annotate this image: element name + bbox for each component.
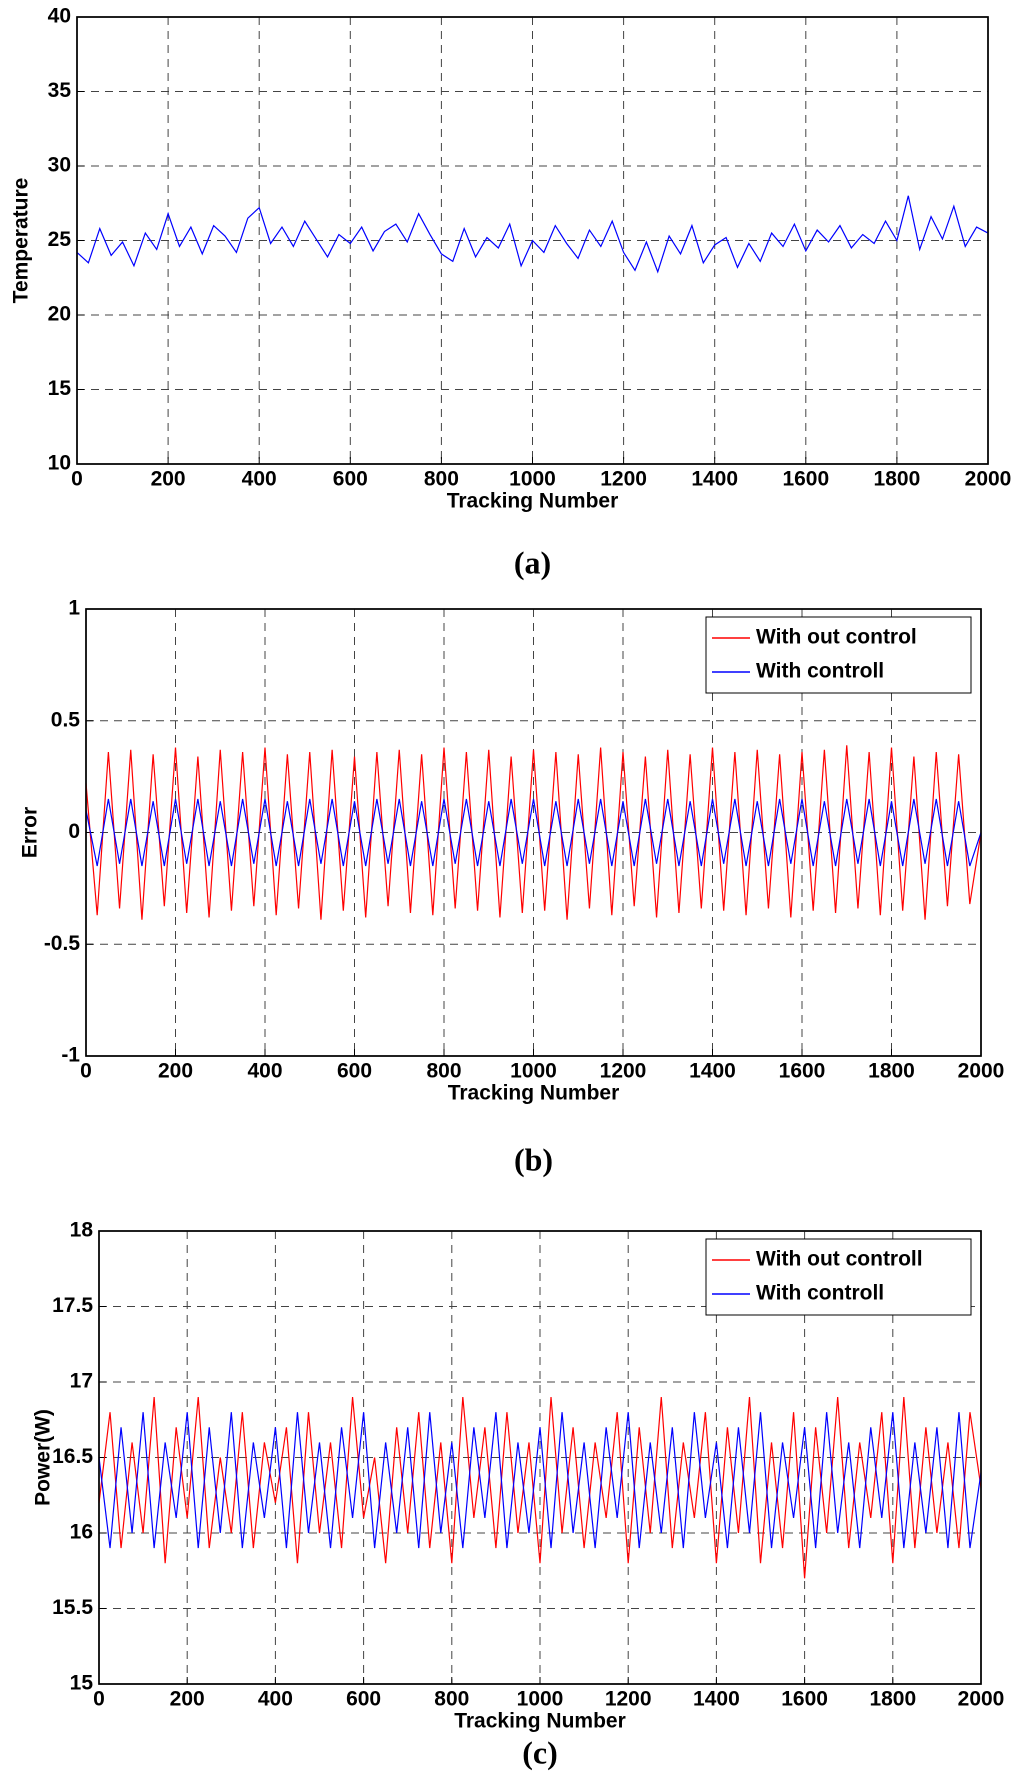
legend-label: With controll: [756, 1282, 884, 1305]
x-tick-label: 600: [346, 1688, 381, 1711]
y-tick-label: -0.5: [44, 932, 81, 955]
x-tick-label: 2000: [958, 1688, 1005, 1711]
y-tick-label: 15: [48, 377, 72, 400]
x-tick-label: 1400: [689, 1060, 736, 1083]
x-tick-label: 200: [158, 1060, 193, 1083]
y-tick-label: 0: [68, 820, 80, 843]
y-axis-label: Power(W): [32, 1409, 55, 1506]
y-tick-label: 16: [70, 1521, 93, 1544]
legend-label: With out control: [756, 626, 917, 649]
x-tick-label: 1600: [782, 468, 829, 491]
x-tick-label: 1000: [509, 468, 556, 491]
x-tick-label: 1800: [868, 1060, 915, 1083]
x-tick-label: 1400: [693, 1688, 740, 1711]
y-tick-label: 40: [48, 5, 71, 28]
y-tick-label: 1: [68, 597, 80, 620]
x-tick-label: 1000: [510, 1060, 557, 1083]
x-tick-label: 1800: [874, 468, 921, 491]
y-tick-label: 30: [48, 154, 71, 177]
x-tick-label: 1400: [691, 468, 738, 491]
x-tick-label: 0: [80, 1060, 92, 1083]
x-tick-label: 200: [170, 1688, 205, 1711]
x-tick-label: 400: [258, 1688, 293, 1711]
x-tick-label: 2000: [965, 468, 1012, 491]
plot-frame: [85, 608, 982, 1057]
x-tick-label: 1800: [869, 1688, 916, 1711]
y-tick-label: 17.5: [52, 1294, 93, 1317]
x-tick-label: 1600: [781, 1688, 828, 1711]
plot-frame: [76, 16, 989, 465]
x-tick-label: 200: [151, 468, 186, 491]
y-axis-label: Error: [19, 807, 42, 858]
x-tick-label: 1200: [605, 1688, 652, 1711]
y-tick-label: 18: [70, 1219, 94, 1242]
x-tick-label: 800: [434, 1688, 469, 1711]
x-tick-label: 600: [337, 1060, 372, 1083]
data-line: [98, 1397, 982, 1579]
x-axis-label: Tracking Number: [454, 1710, 626, 1733]
y-axis-label: Temperature: [10, 178, 33, 304]
y-tick-label: 20: [48, 303, 71, 326]
x-axis-label: Tracking Number: [448, 1082, 620, 1105]
x-tick-label: 1200: [600, 1060, 647, 1083]
y-tick-label: 16.5: [52, 1445, 93, 1468]
data-line: [85, 745, 982, 920]
x-tick-label: 0: [93, 1688, 105, 1711]
x-tick-label: 0: [71, 468, 83, 491]
data-line: [98, 1412, 982, 1549]
x-tick-label: 2000: [958, 1060, 1005, 1083]
data-line: [76, 195, 989, 274]
y-tick-label: 15: [70, 1672, 94, 1695]
caption: (b): [514, 1141, 553, 1177]
legend-label: With out controll: [756, 1248, 923, 1271]
legend-label: With controll: [756, 660, 884, 683]
y-tick-label: 35: [48, 79, 72, 102]
caption: (c): [522, 1734, 558, 1770]
x-axis-label: Tracking Number: [447, 490, 619, 513]
y-tick-label: 0.5: [51, 708, 81, 731]
caption: (a): [514, 544, 551, 580]
y-tick-label: 15.5: [52, 1596, 93, 1619]
legend-box: [705, 1238, 972, 1316]
x-tick-label: 1200: [600, 468, 647, 491]
x-tick-label: 600: [333, 468, 368, 491]
x-tick-label: 800: [426, 1060, 461, 1083]
x-tick-label: 400: [242, 468, 277, 491]
x-tick-label: 400: [247, 1060, 282, 1083]
plot-frame: [98, 1230, 982, 1685]
legend-box: [705, 616, 972, 694]
x-tick-label: 1000: [517, 1688, 564, 1711]
y-tick-label: 17: [70, 1370, 93, 1393]
y-tick-label: 25: [48, 228, 72, 251]
y-tick-label: 10: [48, 452, 71, 475]
y-tick-label: -1: [61, 1044, 80, 1067]
x-tick-label: 800: [424, 468, 459, 491]
x-tick-label: 1600: [779, 1060, 826, 1083]
data-line: [85, 798, 982, 867]
